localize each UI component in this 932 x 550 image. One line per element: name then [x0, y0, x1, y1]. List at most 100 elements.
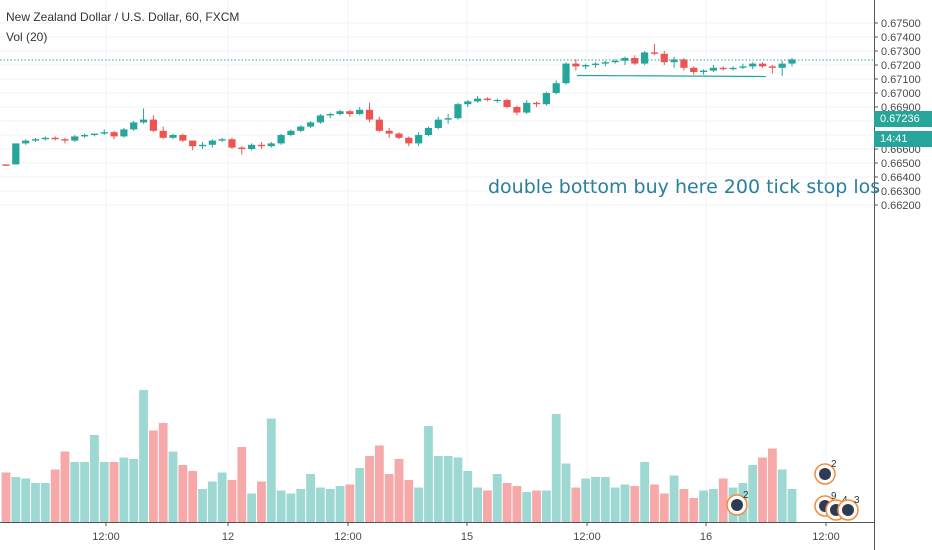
time-tick-label: 16	[700, 531, 712, 543]
candle	[778, 60, 786, 77]
volume-bar	[266, 418, 276, 522]
candle	[729, 66, 737, 71]
candle-body	[454, 104, 462, 119]
volume-bar	[394, 459, 404, 522]
candle	[22, 139, 30, 145]
candle-body	[552, 83, 560, 93]
candle	[218, 137, 226, 142]
candle-body	[650, 52, 659, 54]
candle-body	[248, 144, 256, 149]
volume-bar	[502, 483, 512, 522]
candle-body	[434, 119, 442, 128]
price-tick-label: 0.66500	[881, 158, 921, 170]
candle	[110, 130, 118, 140]
candle	[405, 136, 413, 147]
candle	[650, 44, 659, 56]
last-price-tag-bg	[874, 111, 932, 127]
candle-body	[749, 63, 757, 67]
candle-body	[61, 139, 69, 141]
volume-bar	[709, 489, 718, 522]
candle-body	[326, 114, 334, 116]
candle-body	[493, 100, 501, 101]
volume-bar	[689, 498, 699, 522]
price-tick-label: 0.66200	[881, 200, 921, 212]
volume-bar	[60, 451, 70, 522]
volume-bar	[571, 487, 581, 522]
candle	[641, 51, 649, 65]
candle	[277, 133, 285, 145]
candle	[788, 58, 796, 67]
candle	[660, 51, 668, 65]
volume-bar	[699, 490, 708, 522]
candle-body	[110, 132, 118, 137]
candle-body	[729, 67, 737, 70]
event-count: 2	[831, 459, 837, 470]
volume-bar	[158, 423, 168, 522]
volume-bar	[650, 484, 659, 522]
candle	[542, 91, 550, 106]
candle-body	[572, 63, 580, 67]
event-flag-icon: 3	[837, 495, 860, 521]
volume-bar	[198, 489, 207, 522]
event-count: 2	[743, 490, 749, 501]
volume-bar	[129, 459, 139, 522]
volume-bar	[237, 447, 247, 522]
volume-bar	[50, 469, 60, 522]
candle	[41, 136, 49, 141]
candle-body	[2, 164, 10, 166]
candle-body	[631, 58, 639, 64]
volume-bar	[188, 471, 198, 522]
candle-body	[100, 132, 108, 134]
candle-body	[611, 60, 619, 63]
candle	[611, 59, 619, 64]
candle-body	[257, 144, 266, 147]
candle	[61, 137, 69, 144]
volume-bar	[276, 490, 286, 522]
candle-body	[591, 63, 600, 65]
volume-bar	[620, 484, 630, 522]
candle	[739, 63, 747, 70]
volume-indicator-label[interactable]: Vol (20)	[6, 30, 48, 44]
candle-body	[582, 65, 590, 67]
candle-body	[739, 66, 747, 68]
volume-bar	[325, 489, 335, 522]
candle-body	[641, 52, 649, 64]
event-flag-icon: 2	[726, 490, 749, 516]
candle-body	[699, 70, 708, 72]
time-tick-label: 12	[222, 531, 234, 543]
volume-bar	[316, 487, 325, 522]
price-axis	[874, 0, 932, 550]
symbol-title[interactable]: New Zealand Dollar / U.S. Dollar, 60, FX…	[6, 10, 240, 24]
volume-bar	[286, 493, 296, 522]
candle	[572, 59, 580, 71]
candle	[81, 133, 89, 138]
candle	[228, 137, 236, 149]
volume-bar	[178, 465, 188, 522]
volume-bar	[748, 465, 758, 522]
event-core	[842, 504, 854, 516]
candle	[670, 56, 678, 68]
candle	[749, 62, 757, 70]
volume-bar	[718, 478, 728, 522]
candle-body	[474, 98, 482, 102]
chart-annotation[interactable]: double bottom buy here 200 tick stop los	[488, 176, 881, 198]
candle-body	[51, 137, 59, 140]
volume-bar	[374, 445, 384, 522]
candle	[326, 112, 334, 119]
candle-body	[513, 107, 521, 113]
volume-bar	[40, 483, 50, 522]
time-tick-label: 15	[461, 531, 473, 543]
candle	[90, 133, 99, 137]
candle	[51, 136, 59, 141]
candle	[601, 60, 609, 67]
candle-body	[483, 98, 492, 100]
candle-body	[562, 63, 570, 84]
candle-body	[464, 101, 472, 105]
volume-bar	[355, 468, 365, 522]
candle	[415, 132, 423, 147]
candle-body	[346, 111, 354, 114]
candle-body	[768, 66, 776, 68]
volume-bar	[247, 493, 257, 522]
candle	[365, 102, 374, 123]
